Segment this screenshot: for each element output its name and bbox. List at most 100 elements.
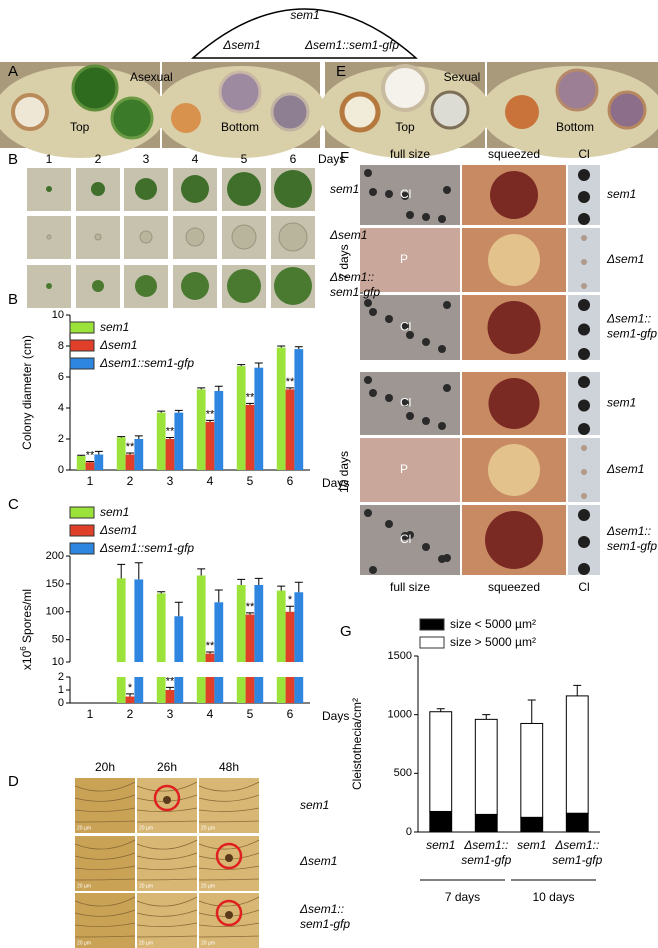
day-label: 1: [46, 152, 53, 166]
bar-segment: [565, 812, 589, 833]
photo-detail: [438, 345, 446, 353]
error-bar: [206, 651, 214, 654]
error-bar: [277, 345, 286, 348]
x-tick-label: 1: [87, 474, 94, 488]
photo-detail: [581, 235, 587, 241]
significance-label: **: [206, 640, 215, 652]
photo-detail: [578, 348, 590, 360]
photo-detail: [578, 423, 590, 435]
photo-detail: [422, 213, 430, 221]
error-bar: [573, 684, 582, 696]
bar: [236, 677, 246, 703]
hypha: [198, 935, 260, 938]
hypha: [198, 839, 260, 850]
photos: [0, 62, 658, 948]
photo-detail: [488, 444, 540, 496]
x-tick-label: 6: [287, 707, 294, 721]
photo-detail: [578, 399, 590, 412]
x-tick-label: 1: [87, 707, 94, 721]
significance-label: **: [86, 449, 95, 461]
y-tick-label: 150: [46, 578, 64, 590]
photo-detail: [401, 399, 409, 407]
panel-label: F: [340, 149, 349, 166]
photo: [137, 836, 197, 891]
scale-bar: 20 µm: [201, 825, 215, 831]
photo: [75, 893, 135, 948]
hypha: [136, 865, 198, 870]
photo-label: Cl: [400, 320, 411, 334]
scale-bar: 20 µm: [77, 883, 91, 889]
bar-segment: [429, 711, 453, 812]
bar: [85, 462, 95, 470]
photo-detail: [163, 796, 171, 804]
photo-detail: [485, 511, 543, 569]
column-label: squeezed: [488, 580, 540, 594]
group-label: 7 days: [445, 890, 480, 904]
photo-detail: [578, 191, 590, 203]
error-bar: [126, 452, 134, 455]
panel-title: Asexual: [130, 70, 173, 84]
bar: [76, 456, 86, 470]
error-bar: [286, 387, 294, 390]
significance-label: **: [166, 425, 175, 437]
photo: [360, 505, 460, 575]
hypha: [136, 820, 198, 823]
row-label: sem1: [607, 396, 636, 410]
colony: [555, 68, 599, 112]
colony: [181, 175, 209, 203]
colony: [339, 91, 381, 133]
error-bar: [214, 589, 223, 603]
significance-label: **: [246, 391, 255, 403]
hypha: [74, 781, 136, 792]
row-label: Δsem1::: [299, 902, 344, 916]
x-axis-title: Days: [322, 709, 349, 723]
y-tick-label: 2: [58, 433, 64, 445]
header-center: sem1: [290, 8, 319, 22]
photo-label: Cl: [400, 532, 411, 546]
column-label: Cl: [578, 147, 589, 161]
y-axis-title-part: 6: [19, 646, 28, 651]
bar: [205, 421, 215, 470]
hypha: [74, 820, 136, 823]
photo-detail: [581, 469, 587, 475]
photo-detail: [487, 301, 541, 354]
hypha: [198, 781, 260, 792]
photo-detail: [406, 211, 414, 219]
y-tick-label: 500: [394, 767, 412, 779]
photo-detail: [385, 315, 393, 323]
header-left: Δsem1: [222, 38, 260, 52]
bar: [116, 437, 126, 470]
photo: [360, 228, 460, 292]
hypha: [74, 896, 136, 907]
hypha: [74, 935, 136, 938]
panel-label: C: [8, 496, 19, 513]
y-tick-label: 1500: [388, 650, 412, 662]
error-bar: [197, 568, 206, 576]
bar-segment: [474, 718, 498, 815]
row-label: Δsem1: [299, 854, 337, 868]
photo-detail: [581, 259, 587, 265]
x-tick-label: 2: [127, 707, 134, 721]
bar: [245, 404, 255, 470]
row-label: Δsem1::: [606, 524, 651, 538]
error-bar: [254, 577, 263, 586]
day-label: 5: [241, 152, 248, 166]
photo-label: Bottom: [221, 120, 259, 134]
y-axis-title: Colony diameter (cm): [20, 335, 34, 450]
row-label: Δsem1: [329, 228, 367, 242]
day-label: 4: [192, 152, 199, 166]
scale-bar: 20 µm: [77, 940, 91, 946]
colony: [46, 186, 52, 192]
hypha: [136, 935, 198, 938]
photo-detail: [488, 378, 540, 429]
colony: [171, 103, 201, 133]
photo-detail: [422, 338, 430, 346]
bar: [196, 575, 206, 662]
bar-segment: [429, 810, 453, 833]
photo-detail: [443, 186, 451, 194]
colony: [227, 269, 261, 303]
photo-detail: [578, 169, 590, 181]
error-bar: [174, 409, 183, 413]
colony: [185, 227, 205, 247]
error-bar: [157, 410, 166, 413]
